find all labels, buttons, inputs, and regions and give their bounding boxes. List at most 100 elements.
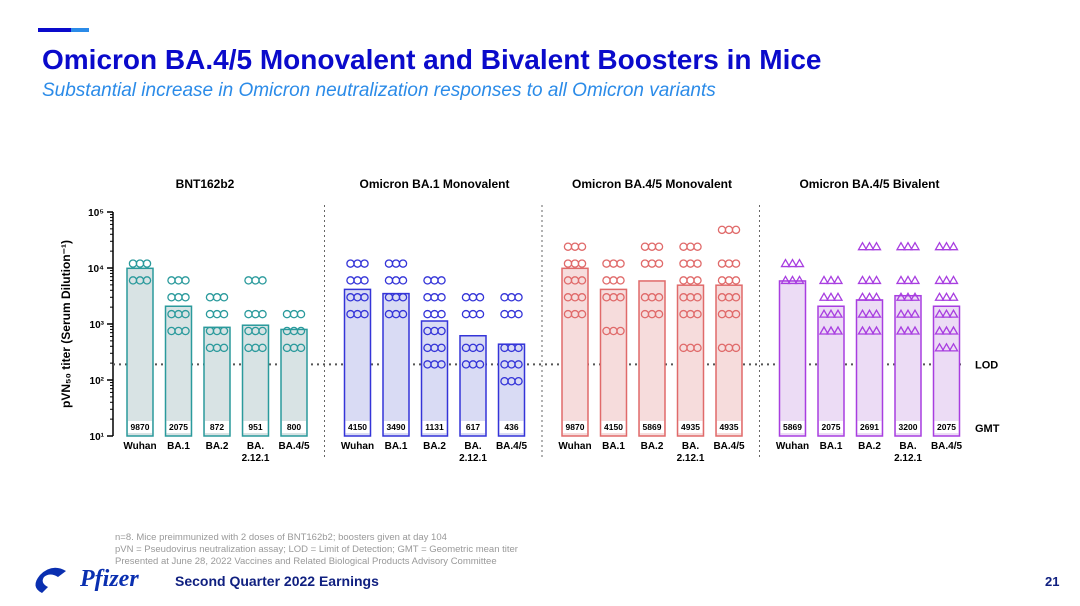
bar: [561, 267, 589, 437]
data-point: [468, 309, 478, 319]
x-tick-label: BA.1: [384, 441, 408, 452]
y-tick-label: 10⁴: [88, 264, 104, 275]
x-tick-label: Wuhan: [340, 441, 375, 452]
data-point: [654, 309, 664, 319]
data-point: [205, 309, 215, 319]
data-point: [941, 342, 952, 352]
data-point: [832, 308, 844, 318]
data-point: [514, 309, 523, 319]
value-label-bg: [601, 421, 626, 433]
data-point: [909, 291, 921, 301]
data-point: [731, 276, 741, 285]
data-point: [794, 258, 805, 268]
x-tick-label: BA.2: [205, 441, 229, 452]
logo-mark: [35, 567, 66, 593]
data-point: [693, 259, 702, 268]
data-point: [167, 276, 176, 285]
data-point: [212, 309, 222, 319]
data-point: [475, 360, 485, 369]
x-tick-label: Wuhan: [775, 441, 810, 452]
value-label-bg: [934, 421, 959, 433]
data-point: [251, 309, 260, 319]
data-point: [818, 308, 830, 318]
data-point: [693, 309, 702, 319]
data-point: [577, 242, 587, 251]
data-point: [570, 242, 580, 251]
data-point: [135, 259, 145, 268]
x-tick-label: BA. 2.12.1: [894, 441, 922, 464]
data-point: [602, 259, 611, 268]
lod-label: LOD: [975, 359, 998, 371]
bar: [459, 334, 487, 437]
y-tick-label: 10²: [90, 376, 105, 387]
data-point: [857, 275, 868, 285]
data-point: [693, 293, 702, 302]
data-point: [244, 276, 253, 285]
data-point: [948, 308, 959, 318]
data-point: [941, 275, 952, 285]
data-point: [934, 342, 945, 352]
value-label: 9870: [566, 422, 585, 432]
data-point: [934, 275, 945, 285]
data-point: [724, 276, 734, 285]
value-label-bg: [640, 421, 664, 433]
y-tick-label: 10¹: [90, 432, 105, 443]
data-point: [941, 291, 952, 301]
data-point: [437, 343, 446, 353]
data-point: [647, 242, 657, 251]
accent-bar: [71, 28, 89, 32]
data-point: [640, 259, 650, 268]
data-point: [353, 259, 362, 268]
bar: [164, 305, 193, 437]
data-point: [832, 325, 844, 335]
data-point: [818, 325, 830, 335]
bar: [715, 284, 743, 437]
value-label-bg: [205, 421, 229, 433]
x-tick-label: BA.4/5: [495, 441, 528, 452]
data-point: [895, 325, 907, 335]
data-point: [346, 276, 355, 285]
data-point: [437, 309, 446, 319]
value-label-bg: [384, 421, 408, 433]
data-point: [780, 275, 791, 285]
bar: [894, 294, 922, 437]
data-point: [563, 259, 573, 268]
data-point: [282, 309, 292, 319]
data-point: [864, 241, 875, 251]
data-point: [391, 259, 401, 268]
x-tick-label: BA.2: [858, 441, 881, 452]
data-point: [654, 242, 664, 251]
page-number: 21: [1045, 574, 1060, 589]
data-point: [500, 309, 509, 319]
data-point: [430, 276, 439, 285]
data-point: [902, 308, 914, 318]
value-label-bg: [678, 421, 703, 433]
value-label: 2691: [860, 422, 879, 432]
bar: [382, 292, 410, 437]
data-point: [437, 360, 446, 369]
data-point: [941, 308, 952, 318]
bar: [203, 326, 231, 437]
value-label: 4150: [348, 422, 367, 432]
data-point: [934, 325, 945, 335]
data-point: [717, 259, 727, 268]
data-point: [902, 241, 914, 251]
data-point: [871, 308, 882, 318]
data-point: [864, 308, 875, 318]
x-tick-label: BA.4/5: [930, 441, 963, 452]
data-point: [461, 309, 471, 319]
subtitle: Substantial increase in Omicron neutrali…: [42, 80, 716, 101]
value-label: 3200: [899, 422, 918, 432]
data-point: [475, 343, 485, 353]
data-point: [514, 293, 523, 302]
data-point: [616, 326, 625, 336]
data-point: [174, 293, 183, 302]
data-point: [258, 326, 267, 336]
bar: [420, 320, 449, 437]
data-point: [871, 275, 882, 285]
x-tick-label: BA.2: [640, 441, 664, 452]
data-point: [507, 309, 516, 319]
data-point: [360, 309, 369, 319]
data-point: [818, 291, 830, 301]
data-point: [437, 326, 446, 336]
